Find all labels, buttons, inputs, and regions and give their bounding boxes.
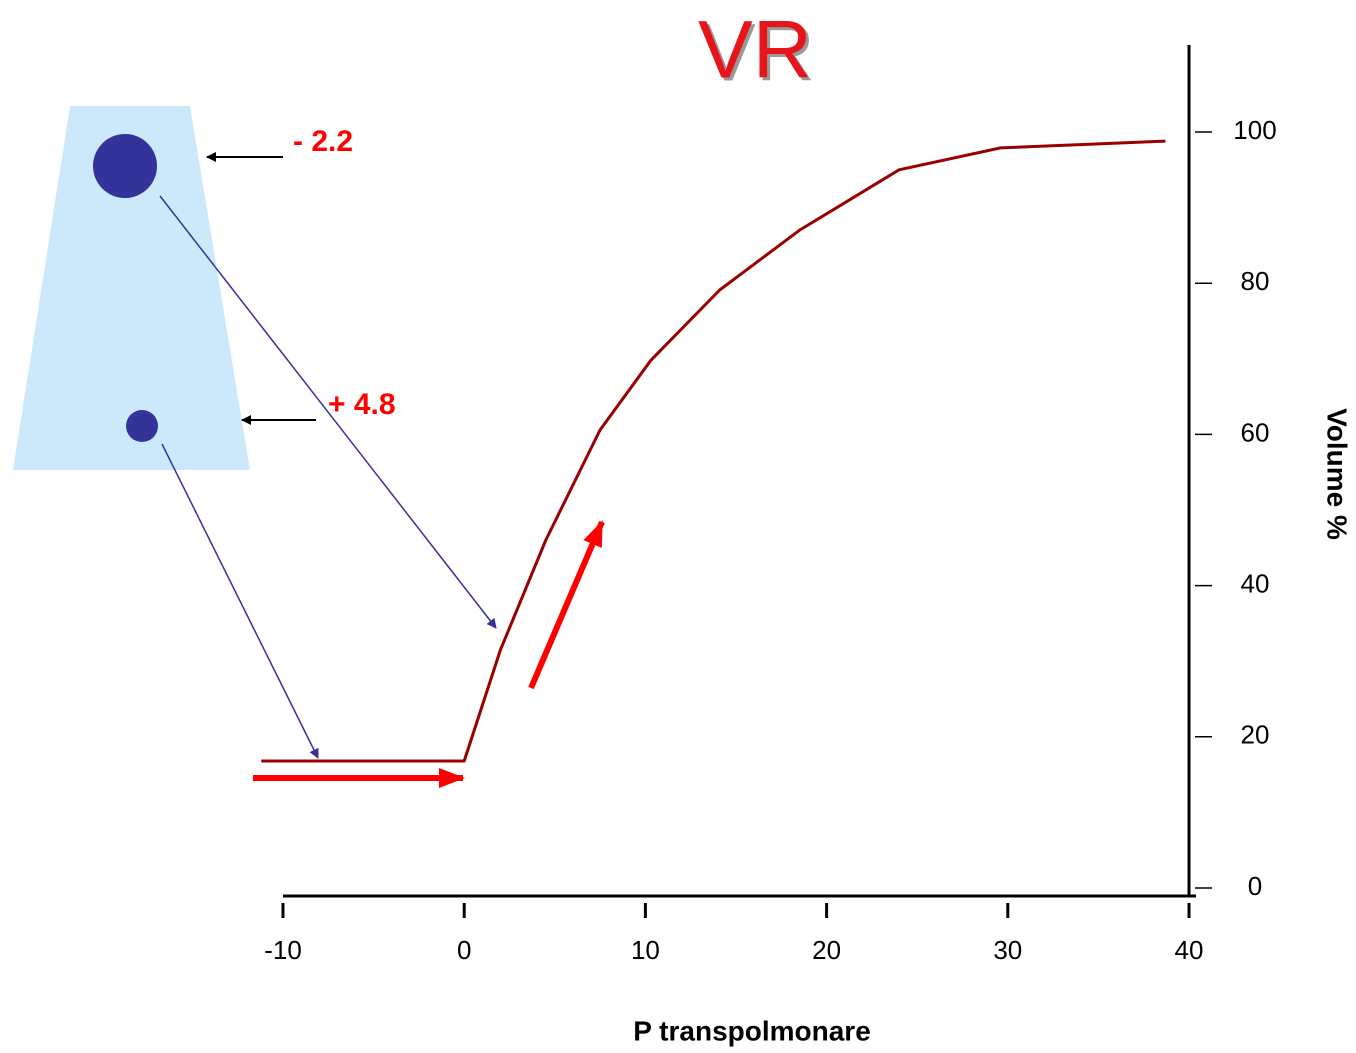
x-axis-label: P transpolmonare — [633, 1015, 871, 1046]
y-tick-label: 20 — [1241, 720, 1270, 750]
chart: VR VR - 2.2 + 4.8 P transpolmonare Volum… — [0, 0, 1356, 1053]
y-tick-label: 100 — [1233, 115, 1276, 145]
x-tick-label: -10 — [264, 935, 302, 965]
y-tick-label: 80 — [1241, 266, 1270, 296]
y-tick-label: 60 — [1241, 417, 1270, 447]
y-tick-label: 0 — [1248, 871, 1262, 901]
pointer-arrow — [162, 444, 318, 758]
x-tick-label: 20 — [812, 935, 841, 965]
x-tick-label: 10 — [631, 935, 660, 965]
x-tick-label: 40 — [1175, 935, 1204, 965]
base-alveolus — [126, 410, 158, 442]
page: {"chart_data": {"type": "line", "title":… — [0, 0, 1356, 1053]
apex-alveolus — [93, 134, 157, 198]
annotation: + 4.8 — [328, 388, 396, 421]
chart-title: VR — [698, 5, 812, 96]
annotation: - 2.2 — [293, 125, 353, 158]
y-tick-label: 40 — [1241, 568, 1270, 598]
lung-diagram — [13, 106, 602, 778]
curve — [261, 141, 1165, 761]
x-tick-label: 30 — [993, 935, 1022, 965]
y-axis-label: Volume % — [1322, 408, 1353, 540]
x-tick-label: 0 — [457, 935, 471, 965]
